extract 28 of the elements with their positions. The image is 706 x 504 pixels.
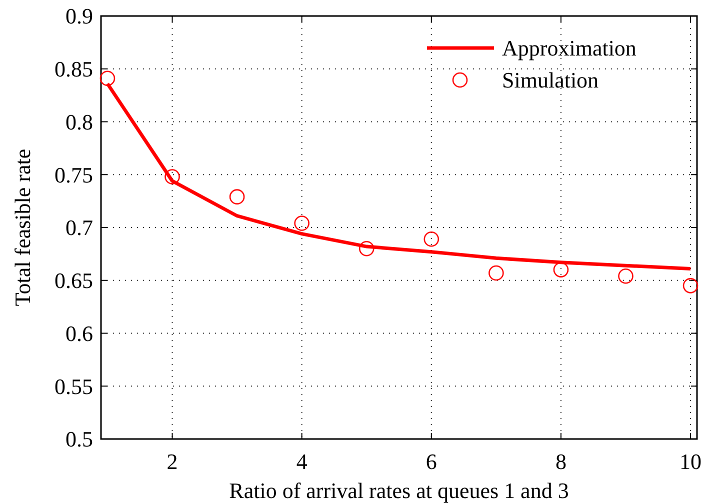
y-tick-label: 0.6 [66,320,93,346]
point [164,169,180,184]
x-tick-label: 8 [555,449,566,474]
point [294,216,310,231]
point [100,70,116,86]
point [424,231,440,247]
point [488,265,504,281]
x-tick-label: 2 [166,449,178,474]
x-axis-title: Ratio of arrival rates at queues 1 and 3 [229,478,569,503]
x-tick-label: 10 [680,449,702,474]
y-tick-label: 0.75 [54,162,93,188]
legend-label: Approximation [502,36,636,61]
y-tick-label: 0.55 [54,374,93,399]
x-tick-label: 4 [296,449,308,474]
x-tick-label: 6 [426,449,437,474]
point [358,241,374,256]
y-tick-label: 0.85 [54,56,93,82]
point [682,278,698,294]
y-axis-title: Total feasible rate [10,148,35,306]
legend-label: Simulation [502,68,599,93]
point [229,189,245,204]
y-tick-label: 0.9 [66,4,93,29]
point [553,262,569,278]
y-tick-label: 0.7 [66,215,93,240]
y-tick-label: 0.5 [66,426,93,452]
y-tick-label: 0.65 [54,268,93,294]
point [618,268,634,284]
y-tick-label: 0.8 [66,109,93,134]
